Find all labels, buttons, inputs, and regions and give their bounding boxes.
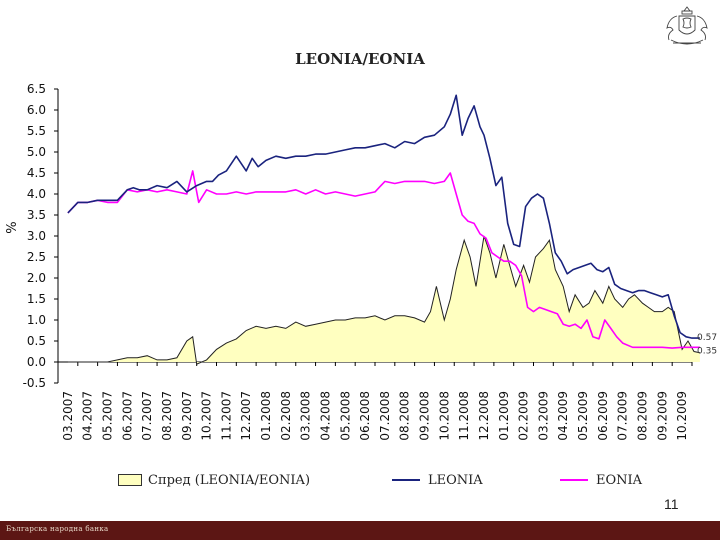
legend-item-spread: Спред (LEONIA/EONIA) [118, 470, 310, 490]
legend-swatch-leonia [392, 479, 420, 481]
x-tick-label: 05.2009 [576, 391, 590, 441]
x-tick-label: 01.2009 [497, 391, 511, 441]
line-series [67, 94, 700, 349]
y-tick-label: 1.5 [27, 292, 46, 306]
x-tick-label: 10.2008 [437, 391, 451, 441]
legend-swatch-spread [118, 474, 142, 486]
legend-label-leonia: LEONIA [428, 472, 483, 488]
legend-label-eonia: EONIA [596, 472, 643, 488]
x-tick-label: 10.2009 [675, 391, 689, 441]
x-tick-label: 09.2007 [180, 391, 194, 441]
end-label-eonia: 0.35 [697, 346, 717, 356]
legend-label-spread: Спред (LEONIA/EONIA) [148, 472, 311, 488]
y-tick-label: 3.0 [27, 229, 46, 243]
x-tick-label: 03.2008 [299, 391, 313, 441]
x-tick-label: 11.2008 [457, 391, 471, 441]
y-tick-label: 3.5 [27, 208, 46, 222]
y-tick-label: 0.0 [27, 355, 46, 369]
spread-area [67, 236, 700, 365]
page-number: 11 [664, 496, 679, 512]
x-tick-label: 08.2009 [635, 391, 649, 441]
x-tick-label: 03.2007 [61, 391, 75, 441]
x-tick-label: 06.2007 [120, 391, 134, 441]
y-tick-label: 6.5 [27, 82, 46, 96]
y-tick-label: 4.5 [27, 166, 46, 180]
x-tick-label: 12.2007 [239, 391, 253, 441]
y-tick-label: 6.0 [27, 103, 46, 117]
y-tick-label: -0.5 [23, 376, 46, 390]
spread-series [67, 235, 701, 365]
footer-bar: Българска народна банка [0, 521, 720, 540]
y-tick-label: 0.5 [27, 334, 46, 348]
x-tick-label: 12.2008 [477, 391, 491, 441]
y-tick-label: 5.0 [27, 145, 46, 159]
end-label-leonia: 0.57 [697, 333, 717, 343]
legend-item-leonia: LEONIA [392, 470, 483, 490]
x-tick-label: 06.2009 [596, 391, 610, 441]
spread-line [67, 235, 701, 365]
x-tick-label: 08.2007 [160, 391, 174, 441]
leonia-line [67, 94, 700, 339]
legend-item-eonia: EONIA [560, 470, 642, 490]
chart-title: LEONIA/EONIA [295, 50, 425, 68]
x-tick-label: 04.2008 [318, 391, 332, 441]
x-tick-label: 09.2009 [655, 391, 669, 441]
x-tick-label: 04.2009 [556, 391, 570, 441]
legend-swatch-eonia [560, 479, 588, 481]
x-tick-label: 02.2009 [517, 391, 531, 441]
bnb-crest-logo [666, 6, 708, 45]
x-tick-label: 05.2008 [338, 391, 352, 441]
x-tick-label: 02.2008 [279, 391, 293, 441]
x-tick-label: 07.2007 [140, 391, 154, 441]
x-tick-label: 07.2008 [378, 391, 392, 441]
y-tick-label: 2.5 [27, 250, 46, 264]
x-tick-label: 06.2008 [358, 391, 372, 441]
x-tick-label: 07.2009 [616, 391, 630, 441]
x-tick-label: 08.2008 [398, 391, 412, 441]
y-tick-label: 1.0 [27, 313, 46, 327]
x-tick-label: 01.2008 [259, 391, 273, 441]
x-tick-label: 05.2007 [101, 391, 115, 441]
eonia-line [67, 170, 700, 349]
y-tick-label: 4.0 [27, 187, 46, 201]
y-axis-label: % [5, 221, 20, 233]
x-tick-label: 03.2009 [536, 391, 550, 441]
x-tick-label: 10.2007 [200, 391, 214, 441]
y-tick-label: 2.0 [27, 271, 46, 285]
x-tick-label: 04.2007 [81, 391, 95, 441]
axis-labels: -0.5 0.0 0.5 1.0 1.5 2.0 2.5 3.0 3.5 4.0 4.5 5.0 5.5… [5, 82, 717, 441]
y-tick-label: 5.5 [27, 124, 46, 138]
chart: -0.5 0.0 0.5 1.0 1.5 2.0 2.5 3.0 3.5 4.0 4.5 5.0 5.5… [5, 82, 717, 441]
x-tick-label: 09.2008 [418, 391, 432, 441]
footer-text: Българска народна банка [6, 525, 109, 533]
x-tick-label: 11.2007 [219, 391, 233, 441]
